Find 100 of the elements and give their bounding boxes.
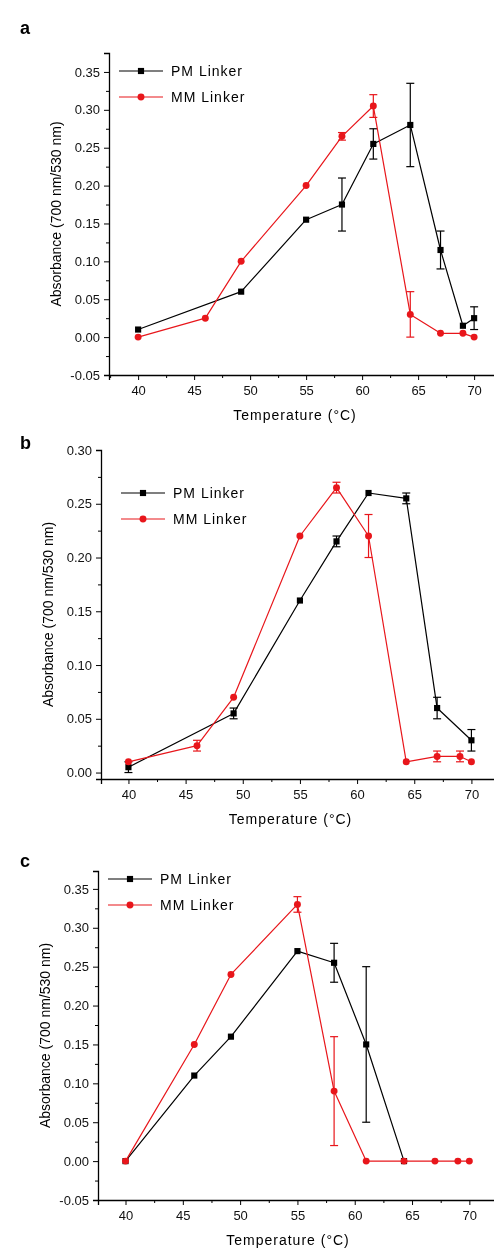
y-axis-title: Absorbance (700 nm/530 nm) [40,521,56,708]
x-tick-label: 60 [350,787,365,803]
point [437,246,444,254]
y-tick-label: 0.00 [66,765,92,781]
x-tick-label: 45 [178,787,194,803]
point [470,333,478,341]
x-tick-label: 55 [293,787,308,803]
y-tick-label: 0.30 [66,442,92,458]
x-tick-label: 60 [348,1208,363,1224]
point [296,597,304,604]
y-tick-label: 0.15 [66,603,92,619]
y-tick-label: 0.35 [63,881,89,897]
x-tick-label: 65 [411,383,426,399]
x-tick-label: 50 [243,383,258,399]
x-tick-label: 50 [233,1208,248,1224]
x-tick-label: 55 [290,1208,306,1224]
x-tick-label: 60 [355,383,370,399]
chart-title: c [20,851,31,871]
legend-label: PM Linker [160,871,233,887]
point [468,737,475,744]
point [237,257,245,265]
point [465,1157,473,1165]
point [459,322,466,329]
y-tick-label: 0.10 [63,1075,89,1091]
y-axis-title: Absorbance (700 nm/530 nm) [37,942,53,1129]
point [303,216,310,223]
x-axis-title: Temperature (°C) [228,811,353,827]
x-axis-title: Temperature (°C) [226,1232,350,1248]
legend-label: MM Linker [160,897,235,913]
legend-label: MM Linker [173,511,248,527]
y-tick-label: 0.15 [63,1037,89,1053]
x-tick-label: 65 [407,787,422,803]
point [370,140,377,147]
point [407,121,414,129]
y-tick-label: 0.25 [63,959,89,975]
point [134,333,142,341]
x-tick-label: 70 [462,1208,478,1224]
y-tick-label: 0.05 [74,291,100,307]
x-tick-label: 40 [121,787,137,803]
y-tick-label: 0.30 [63,920,89,936]
point [296,532,304,540]
point [135,326,142,333]
y-tick-label: 0.25 [66,496,92,512]
point [331,959,338,966]
y-tick-label: 0.00 [63,1153,89,1169]
point [365,532,372,540]
x-axis-title: Temperature (°C) [233,407,357,423]
point [459,329,467,337]
point [293,900,301,908]
point [406,310,414,318]
x-tick-label: 70 [467,383,482,399]
x-tick-label: 70 [464,787,480,803]
point [330,1087,338,1095]
y-tick-label: -0.05 [70,367,100,383]
legend-label: PM Linker [173,485,246,501]
y-tick-label: 0.15 [74,216,100,232]
x-tick-label: 55 [299,383,314,399]
point [227,1033,235,1040]
point [238,288,245,295]
y-tick-label: 0.10 [66,657,92,673]
x-tick-label: 40 [118,1208,134,1224]
point [201,314,209,322]
y-tick-label: 0.25 [74,140,100,156]
x-tick-label: 65 [405,1208,420,1224]
point [294,948,301,955]
point [467,758,475,766]
x-tick-label: 45 [176,1208,191,1224]
point [434,704,441,712]
y-tick-label: 0.20 [74,178,100,194]
x-tick-label: 40 [131,383,146,399]
y-tick-label: -0.05 [59,1192,89,1208]
point [437,329,444,337]
legend-label: MM Linker [171,89,246,105]
point [230,693,238,701]
chart-title: b [20,433,31,453]
point [369,102,377,110]
y-tick-label: 0.20 [63,998,89,1014]
y-axis-title: Absorbance (700 nm/530 nm) [48,121,64,307]
point [402,758,410,766]
legend-label: PM Linker [171,63,244,79]
y-tick-label: 0.30 [74,102,100,118]
point [338,201,346,208]
point [190,1040,198,1048]
chart-title: a [20,18,31,38]
point [431,1157,439,1165]
point [454,1157,462,1165]
y-tick-label: 0.00 [74,329,100,345]
x-tick-label: 50 [236,787,251,803]
point [362,1157,370,1165]
point [471,315,478,322]
y-tick-label: 0.20 [66,550,92,566]
y-tick-label: 0.05 [66,711,92,727]
y-tick-label: 0.10 [74,254,100,270]
point [302,182,310,190]
point [365,489,372,497]
y-tick-label: 0.05 [63,1114,89,1130]
y-tick-label: 0.35 [74,64,100,80]
point [363,1041,370,1048]
x-tick-label: 45 [187,383,202,399]
point [227,970,235,978]
